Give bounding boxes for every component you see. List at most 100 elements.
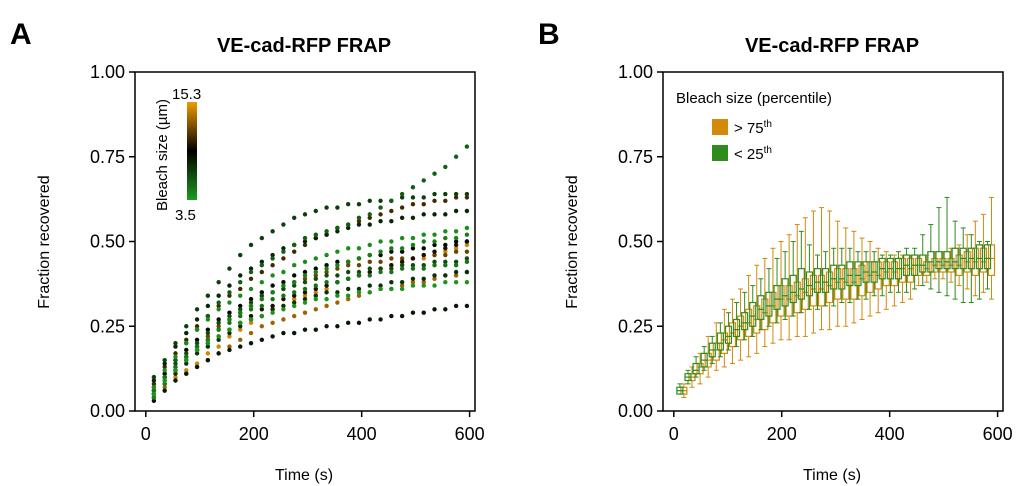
box-iqr: [781, 278, 789, 307]
box-small: [716, 322, 724, 358]
legend-title: Bleach size (percentile): [676, 90, 832, 107]
box-iqr: [809, 274, 818, 307]
scatter-point: [410, 185, 416, 190]
scatter-point: [399, 266, 405, 271]
scatter-point: [313, 208, 318, 214]
box-iqr: [838, 264, 846, 290]
scatter-point: [281, 269, 286, 275]
scatter-point: [378, 249, 383, 254]
box-large: [939, 251, 947, 280]
box-small: [902, 247, 911, 293]
scatter-point: [432, 252, 437, 258]
scatter-point: [313, 235, 318, 241]
scatter-point: [367, 212, 372, 217]
scatter-point: [464, 269, 470, 275]
scatter-point: [248, 286, 254, 292]
scatter-point: [162, 388, 167, 393]
scatter-point: [227, 290, 232, 295]
scatter-point: [378, 218, 383, 224]
scatter-point: [432, 276, 437, 281]
scatter-point: [216, 351, 221, 356]
box-small: [805, 244, 814, 310]
scatter-point: [356, 269, 362, 275]
scatter-point: [302, 273, 308, 278]
x-tick-label-b: 0: [669, 424, 679, 444]
scatter-point: [313, 327, 318, 332]
scatter-point: [453, 303, 459, 309]
scatter-point: [173, 371, 178, 376]
scatter-point: [205, 293, 211, 298]
scatter-point: [367, 198, 372, 204]
box-large: [834, 220, 842, 327]
scatter-point: [194, 317, 200, 322]
box-small: [878, 254, 886, 297]
scatter-point: [335, 229, 340, 234]
box-iqr: [826, 271, 834, 304]
scatter-point: [270, 320, 275, 326]
box-small: [838, 247, 846, 304]
scatter-point: [259, 235, 265, 241]
scatter-point: [356, 263, 362, 268]
box-large: [858, 237, 866, 320]
scatter-point: [399, 256, 405, 261]
scatter-point: [378, 259, 383, 265]
box-large: [947, 247, 955, 283]
scatter-point: [281, 293, 286, 298]
box-large: [955, 244, 963, 287]
scatter-point: [281, 303, 286, 309]
scatter-point: [292, 215, 297, 220]
box-iqr: [846, 261, 854, 287]
scatter-point: [335, 324, 340, 329]
scatter-point: [453, 239, 459, 244]
box-iqr: [915, 257, 923, 277]
scatter-point: [324, 269, 329, 275]
legend-label-small: < 25th: [734, 145, 772, 163]
box-small: [854, 251, 862, 300]
box-large: [761, 257, 769, 348]
scatter-point: [227, 320, 232, 326]
scatter-point: [281, 222, 286, 227]
y-tick-label-a: 0.00: [90, 401, 125, 421]
scatter-point: [238, 293, 243, 298]
scatter-point: [270, 290, 275, 295]
box-large: [720, 308, 728, 368]
scatter-points-a: [151, 144, 470, 404]
box-small: [773, 257, 781, 324]
x-axis-label-b: Time (s): [803, 467, 861, 484]
scatter-point: [399, 215, 405, 220]
box-iqr: [834, 268, 842, 300]
scatter-point: [399, 195, 405, 200]
scatter-point: [173, 361, 178, 366]
scatter-point: [453, 229, 459, 234]
scatter-point: [335, 205, 340, 210]
scatter-point: [378, 266, 383, 271]
box-small: [927, 224, 935, 290]
scatter-point: [270, 273, 275, 278]
scatter-point: [432, 191, 437, 197]
scatter-point: [227, 300, 232, 305]
scatter-point: [410, 283, 416, 288]
scatter-point: [205, 303, 211, 309]
scatter-point: [270, 252, 275, 258]
scatter-point: [453, 263, 459, 268]
scatter-point: [227, 327, 232, 332]
scatter-point: [356, 293, 362, 298]
scatter-point: [259, 313, 265, 319]
scatter-point: [389, 218, 394, 224]
scatter-point: [443, 198, 448, 204]
scatter-point: [292, 242, 297, 248]
scatter-point: [410, 235, 416, 241]
scatter-point: [367, 215, 372, 220]
scatter-point: [259, 290, 265, 295]
scatter-point: [399, 249, 405, 254]
scatter-point: [151, 391, 157, 397]
scatter-point: [184, 371, 189, 376]
scatter-point: [345, 263, 351, 268]
scatter-point: [399, 263, 405, 268]
scatter-point: [335, 225, 340, 231]
scatter-point: [356, 246, 362, 251]
box-small: [822, 251, 830, 307]
box-small: [684, 369, 692, 385]
scatter-point: [270, 256, 275, 261]
box-small: [789, 241, 797, 317]
